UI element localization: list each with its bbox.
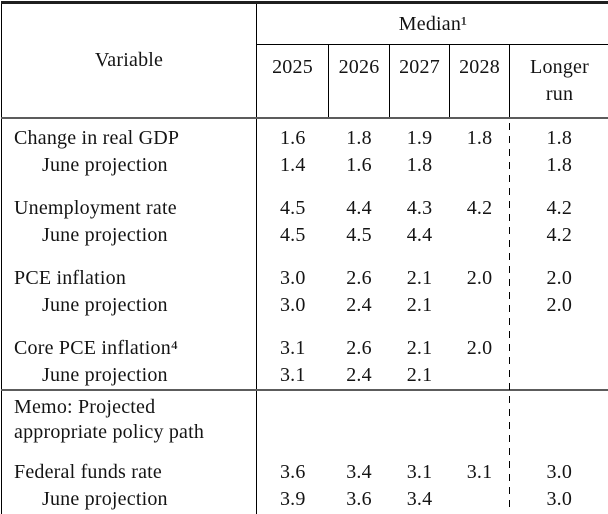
cell-2028 xyxy=(450,486,510,514)
cell-2026: 3.6 xyxy=(346,488,372,510)
row-spacer xyxy=(1,249,608,265)
cell-longer-run xyxy=(510,362,608,390)
cell-2026: 1.8 xyxy=(346,127,372,149)
cell-2026: 3.4 xyxy=(346,461,372,483)
table-row-gdp: Change in real GDP 1.6 1.8 1.9 1.8 1.8 xyxy=(1,118,608,152)
table-row-unemployment-june: June projection 4.5 4.5 4.4 4.2 xyxy=(1,222,608,249)
cell-2028 xyxy=(450,222,510,249)
table-row-pce: PCE inflation 3.0 2.6 2.1 2.0 2.0 xyxy=(1,265,608,292)
table-header: Variable Median¹ 2025 2026 2027 2028 Lon… xyxy=(1,2,608,119)
cell-2028: 2.0 xyxy=(466,337,493,359)
cell-2025: 1.6 xyxy=(279,127,306,149)
cell-2028 xyxy=(450,152,510,179)
cell-2025: 4.5 xyxy=(279,224,306,246)
cell-longer-run: 2.0 xyxy=(546,267,573,289)
row-label: appropriate policy path xyxy=(1,420,257,445)
table-row-gdp-june: June projection 1.4 1.6 1.8 1.8 xyxy=(1,152,608,179)
table-row-fed-funds-june: June projection 3.9 3.6 3.4 3.0 xyxy=(1,486,608,514)
table-row-memo-line2: appropriate policy path xyxy=(1,420,608,445)
cell-longer-run: 4.2 xyxy=(546,224,573,246)
cell-2027: 4.4 xyxy=(406,224,433,246)
col-header-2026: 2026 xyxy=(328,44,390,119)
col-header-2028: 2028 xyxy=(449,44,510,119)
row-spacer xyxy=(1,179,608,195)
cell-2027: 3.1 xyxy=(406,461,433,483)
cell-2028: 3.1 xyxy=(466,461,493,483)
cell-2027: 2.1 xyxy=(406,337,433,359)
cell-longer-run: 2.0 xyxy=(546,294,573,316)
table-row-core-pce: Core PCE inflation⁴ 3.1 2.6 2.1 2.0 xyxy=(1,335,608,362)
table-row-pce-june: June projection 3.0 2.4 2.1 2.0 xyxy=(1,292,608,319)
cell-2027: 2.1 xyxy=(406,364,433,386)
row-label: Unemployment rate xyxy=(1,195,257,222)
col-header-2027: 2027 xyxy=(389,44,450,119)
cell-2025: 3.0 xyxy=(279,267,306,289)
row-spacer xyxy=(1,319,608,335)
table-row-core-pce-june: June projection 3.1 2.4 2.1 xyxy=(1,362,608,390)
table-row-unemployment: Unemployment rate 4.5 4.4 4.3 4.2 4.2 xyxy=(1,195,608,222)
cell-2026: 1.6 xyxy=(346,154,372,176)
cell-2027: 2.1 xyxy=(406,294,433,316)
cell-2028: 4.2 xyxy=(466,197,493,219)
cell-2026: 2.6 xyxy=(346,337,372,359)
table-body: Change in real GDP 1.6 1.8 1.9 1.8 1.8 J… xyxy=(1,118,608,514)
table-row-fed-funds: Federal funds rate 3.6 3.4 3.1 3.1 3.0 xyxy=(1,459,608,486)
row-label: Memo: Projected xyxy=(1,389,257,420)
cell-2028: 2.0 xyxy=(466,267,493,289)
col-header-median: Median¹ xyxy=(256,2,608,45)
cell-2025: 1.4 xyxy=(279,154,306,176)
col-header-variable: Variable xyxy=(1,2,257,119)
row-label: Change in real GDP xyxy=(1,118,257,152)
cell-longer-run: 4.2 xyxy=(546,197,573,219)
row-label: June projection xyxy=(1,362,257,390)
cell-2027: 2.1 xyxy=(406,267,433,289)
cell-2026: 2.4 xyxy=(346,294,372,316)
cell-2025: 3.1 xyxy=(279,364,306,386)
cell-longer-run: 3.0 xyxy=(546,488,573,510)
cell-2027: 1.8 xyxy=(406,154,433,176)
cell-2027: 4.3 xyxy=(406,197,433,219)
row-label: June projection xyxy=(1,152,257,179)
row-label: June projection xyxy=(1,292,257,319)
cell-2026: 4.4 xyxy=(346,197,372,219)
cell-2025: 3.1 xyxy=(279,337,306,359)
row-label: Core PCE inflation⁴ xyxy=(1,335,257,362)
col-header-2025: 2025 xyxy=(256,44,329,119)
cell-longer-run: 3.0 xyxy=(546,461,573,483)
row-spacer xyxy=(1,445,608,459)
row-label: June projection xyxy=(1,486,257,514)
row-label: Federal funds rate xyxy=(1,459,257,486)
row-label: PCE inflation xyxy=(1,265,257,292)
table-row-memo-line1: Memo: Projected xyxy=(1,389,608,420)
cell-2025: 3.0 xyxy=(279,294,306,316)
cell-2026: 4.5 xyxy=(346,224,372,246)
cell-2027: 3.4 xyxy=(406,488,433,510)
cell-2026: 2.6 xyxy=(346,267,372,289)
longer-run-dashed-divider xyxy=(509,110,510,509)
cell-2025: 4.5 xyxy=(279,197,306,219)
cell-2025: 3.9 xyxy=(279,488,306,510)
cell-longer-run xyxy=(510,335,608,362)
col-header-longer-run: Longer run xyxy=(508,44,608,119)
row-label: June projection xyxy=(1,222,257,249)
cell-longer-run: 1.8 xyxy=(546,127,573,149)
cell-2027: 1.9 xyxy=(406,127,433,149)
cell-2028: 1.8 xyxy=(466,127,493,149)
cell-longer-run: 1.8 xyxy=(546,154,573,176)
cell-2028 xyxy=(450,292,510,319)
cell-2026: 2.4 xyxy=(346,364,372,386)
cell-2025: 3.6 xyxy=(279,461,306,483)
cell-2028 xyxy=(450,362,510,390)
